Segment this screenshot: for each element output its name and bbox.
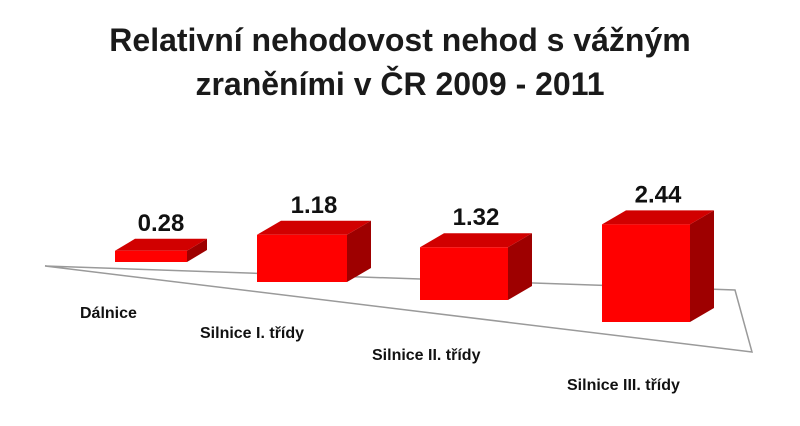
- bar-2-top: [257, 220, 371, 235]
- category-label-2: Silnice I. třídy: [200, 325, 304, 342]
- category-label-1: Dálnice: [80, 305, 137, 322]
- bar-1: [115, 238, 207, 262]
- bar-1-top: [115, 238, 207, 251]
- bar-3-side: [508, 233, 532, 300]
- chart-title-line-1: Relativní nehodovost nehod s vážným: [109, 22, 691, 58]
- value-label-4: 2.44: [635, 181, 682, 208]
- bar-3: [420, 233, 532, 300]
- bar-2-side: [347, 220, 371, 282]
- bar-4: [602, 210, 714, 322]
- bar-2-front: [257, 234, 347, 282]
- bar-3-front: [420, 247, 508, 300]
- labels-group: 0.28 Dálnice 1.18 Silnice I. třídy 1.32 Silni…: [80, 181, 682, 394]
- bar-4-side: [690, 210, 714, 322]
- bars-group: [115, 210, 714, 322]
- bar-4-front: [602, 224, 690, 322]
- bar-1-front: [115, 250, 187, 262]
- bar-4-top: [602, 210, 714, 225]
- category-label-3: Silnice II. třídy: [372, 347, 481, 364]
- value-label-3: 1.32: [453, 204, 500, 231]
- value-label-1: 0.28: [138, 210, 185, 237]
- chart-floor: [44, 265, 754, 353]
- chart-floor-group: [44, 265, 754, 353]
- value-label-2: 1.18: [291, 192, 338, 219]
- chart-title: Relativní nehodovost nehod s vážným zran…: [0, 18, 800, 106]
- chart-title-line-2: zraněními v ČR 2009 - 2011: [195, 66, 605, 102]
- category-label-4: Silnice III. třídy: [567, 377, 680, 394]
- bar-2: [257, 220, 371, 282]
- bar-3-top: [420, 233, 532, 248]
- bar-1-side: [187, 238, 207, 262]
